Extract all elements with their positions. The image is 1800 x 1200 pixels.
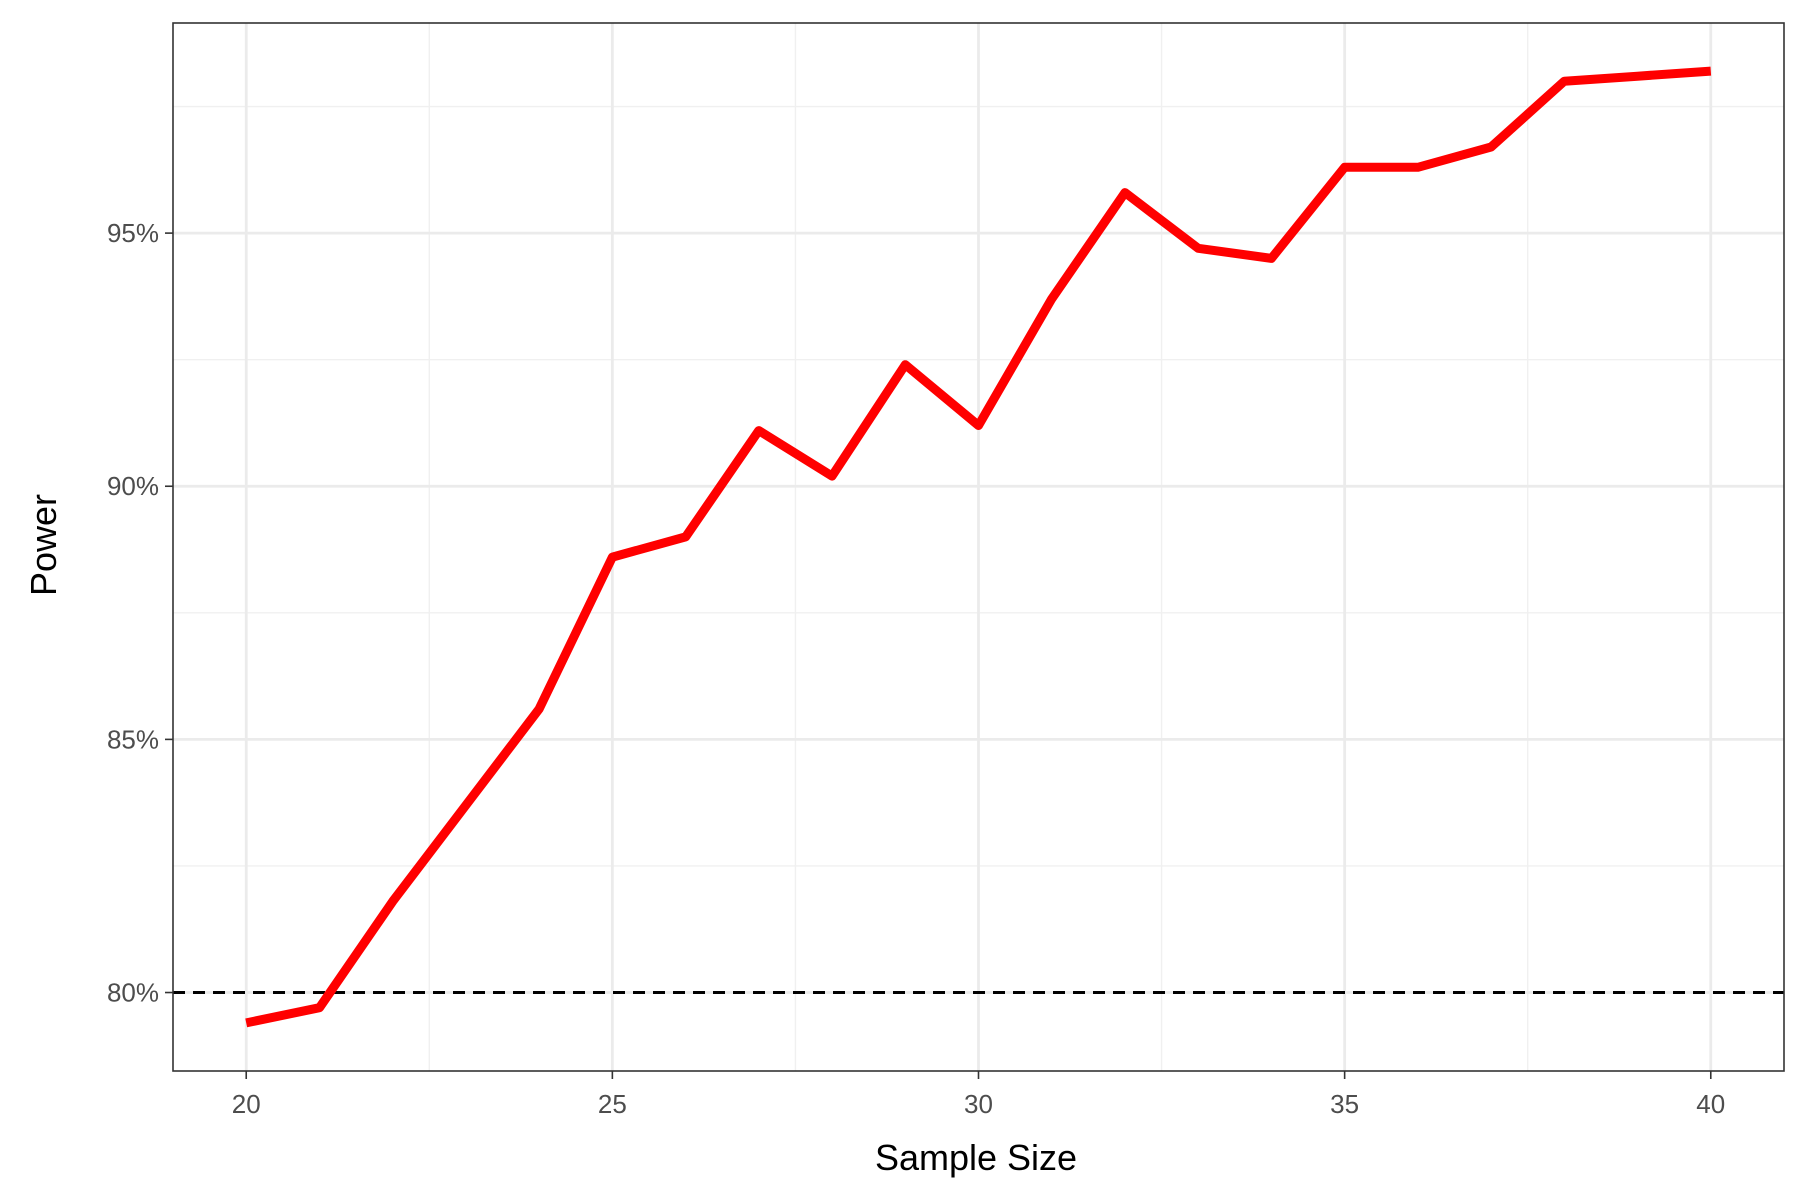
x-tick-label: 30 [964, 1089, 993, 1119]
axis-ticks: 20 25 30 35 40 80% 85% 90% 95% [107, 218, 1725, 1119]
y-tick-label: 90% [107, 471, 159, 501]
power-series-line [245, 66, 1712, 1028]
y-tick-label: 85% [107, 724, 159, 754]
y-axis-title: Power [23, 494, 64, 596]
x-axis-title: Sample Size [875, 1137, 1077, 1178]
x-tick-label: 35 [1330, 1089, 1359, 1119]
x-tick-label: 20 [232, 1089, 261, 1119]
x-tick-label: 25 [598, 1089, 627, 1119]
x-tick-label: 40 [1696, 1089, 1725, 1119]
y-tick-label: 95% [107, 218, 159, 248]
series-group [245, 66, 1712, 1028]
y-tick-label: 80% [107, 978, 159, 1008]
